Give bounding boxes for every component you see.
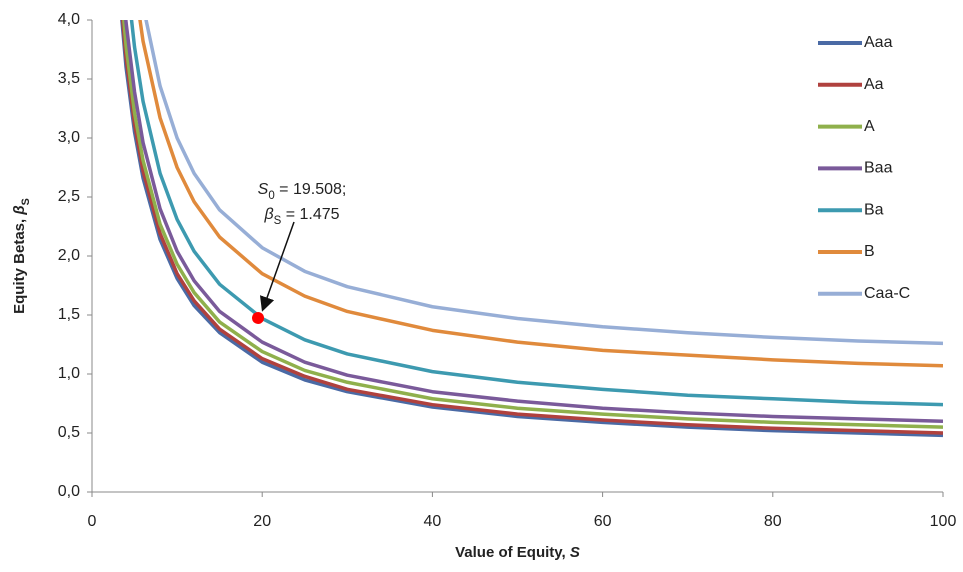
series-line	[138, 20, 943, 368]
series-line	[144, 20, 943, 346]
y-tick-label: 0,0	[58, 483, 80, 500]
legend-label: B	[864, 243, 875, 260]
text-part: Value of Equity,	[455, 544, 570, 561]
x-tick-label: 80	[764, 513, 782, 530]
annotation-text: βS = 1.475	[263, 206, 339, 227]
annotation-point	[252, 311, 265, 324]
text-part: β	[263, 206, 273, 223]
text-part: = 19.508;	[275, 181, 347, 198]
y-tick-label: 1,0	[58, 365, 80, 382]
text-part: S	[274, 215, 282, 227]
y-tick-label: 3,0	[58, 129, 80, 146]
legend-label: Aa	[864, 76, 884, 93]
x-tick-label: 60	[594, 513, 612, 530]
y-tick-label: 0,5	[58, 424, 80, 441]
legend-label: Aaa	[864, 34, 893, 51]
y-tick-label: 1,5	[58, 306, 80, 323]
series-line	[121, 20, 943, 435]
series-line	[124, 20, 943, 423]
text-part: S	[258, 181, 269, 198]
y-tick-label: 2,0	[58, 247, 80, 264]
legend-label: Caa-C	[864, 285, 910, 302]
text-part: 0	[268, 190, 274, 202]
y-axis-title: Equity Betas, βS	[11, 198, 32, 314]
x-tick-label: 0	[88, 513, 97, 530]
text-part: = 1.475	[281, 206, 339, 223]
y-tick-label: 3,5	[58, 70, 80, 87]
annotation-arrow	[259, 221, 295, 312]
series-line	[120, 20, 943, 438]
legend-label: Ba	[864, 201, 884, 218]
x-tick-label: 40	[424, 513, 442, 530]
text-part: β	[11, 205, 28, 215]
text-part: S	[570, 544, 580, 561]
y-tick-label: 4,0	[58, 11, 80, 28]
y-tick-label: 2,5	[58, 188, 80, 205]
legend-label: A	[864, 118, 875, 135]
x-tick-label: 100	[930, 513, 957, 530]
text-part: Equity Betas,	[11, 215, 28, 314]
legend-label: Baa	[864, 160, 893, 177]
text-part: S	[20, 198, 32, 205]
x-axis-title: Value of Equity, S	[455, 544, 580, 561]
x-tick-label: 20	[253, 513, 271, 530]
annotation-text: S0 = 19.508;	[258, 181, 347, 202]
plot-area	[120, 20, 943, 438]
series-line	[122, 20, 943, 429]
